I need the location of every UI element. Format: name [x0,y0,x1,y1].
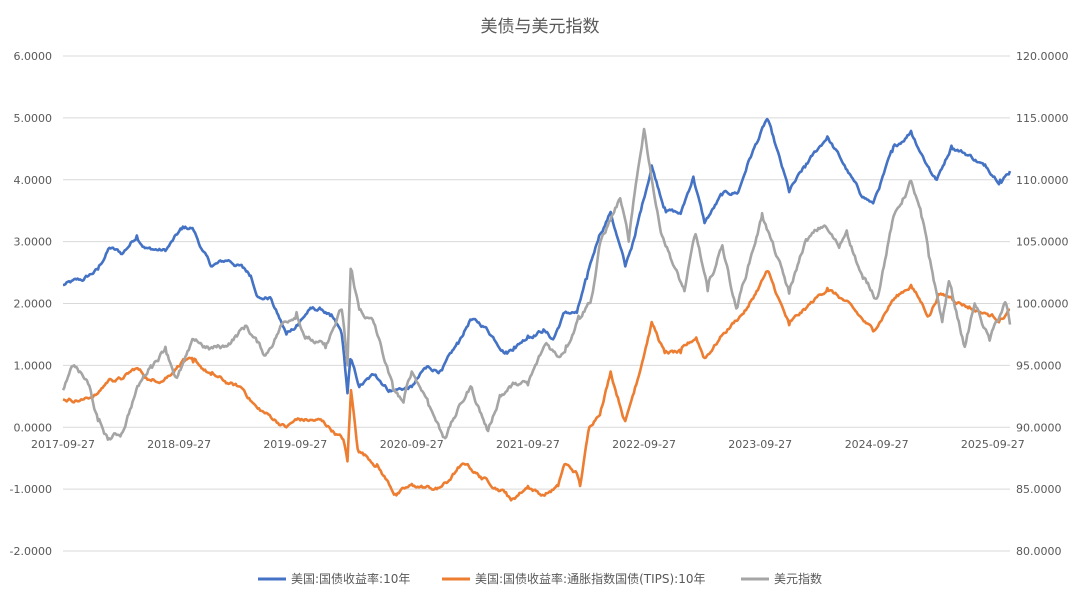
x-tick-label: 2019-09-27 [263,438,327,451]
x-tick-label: 2020-09-27 [380,438,444,451]
legend-label: 美元指数 [774,571,822,586]
series-line-1 [62,117,1012,395]
series-line-2 [62,270,1011,502]
x-tick-label: 2022-09-27 [612,438,676,451]
left-tick-label: 6.0000 [14,50,53,63]
left-tick-label: 5.0000 [14,112,53,125]
grid-lines [63,55,1010,552]
left-tick-label: 0.0000 [14,421,53,434]
right-axis-ticks: 120.0000 115.0000 110.0000 105.0000 100.0000… [1016,50,1069,558]
left-tick-label: -1.0000 [10,483,52,496]
left-tick-label: 1.0000 [14,359,53,372]
left-tick-label: -2.0000 [10,545,52,558]
series-lines [61,117,1012,502]
series-line-3 [61,127,1012,441]
legend-label: 美国:国债收益率:通胀指数国债(TIPS):10年 [475,571,706,586]
chart-title: 美债与美元指数 [481,17,600,37]
legend-label: 美国:国债收益率:10年 [291,571,410,586]
x-tick-label: 2017-09-27 [31,438,95,451]
x-axis-ticks: 2017-09-27 2018-09-27 2019-09-27 2020-09-27… [31,438,1025,451]
left-tick-label: 2.0000 [14,298,53,311]
legend: 美国:国债收益率:10年 美国:国债收益率:通胀指数国债(TIPS):10年 美元指… [258,571,822,586]
right-tick-label: 85.0000 [1016,483,1062,496]
right-tick-label: 115.0000 [1016,112,1069,125]
right-tick-label: 90.0000 [1016,421,1062,434]
right-tick-label: 110.0000 [1016,174,1069,187]
right-tick-label: 95.0000 [1016,359,1062,372]
x-tick-label: 2025-09-27 [961,438,1025,451]
x-tick-label: 2024-09-27 [845,438,909,451]
left-axis-ticks: 6.0000 5.0000 4.0000 3.0000 2.0000 1.0000 0.00… [10,50,52,558]
x-tick-label: 2023-09-27 [728,438,792,451]
right-tick-label: 105.0000 [1016,236,1069,249]
right-tick-label: 80.0000 [1016,545,1062,558]
x-tick-label: 2021-09-27 [496,438,560,451]
right-tick-label: 120.0000 [1016,50,1069,63]
right-tick-label: 100.0000 [1016,298,1069,311]
left-tick-label: 4.0000 [14,174,53,187]
x-tick-label: 2018-09-27 [147,438,211,451]
left-tick-label: 3.0000 [14,236,53,249]
